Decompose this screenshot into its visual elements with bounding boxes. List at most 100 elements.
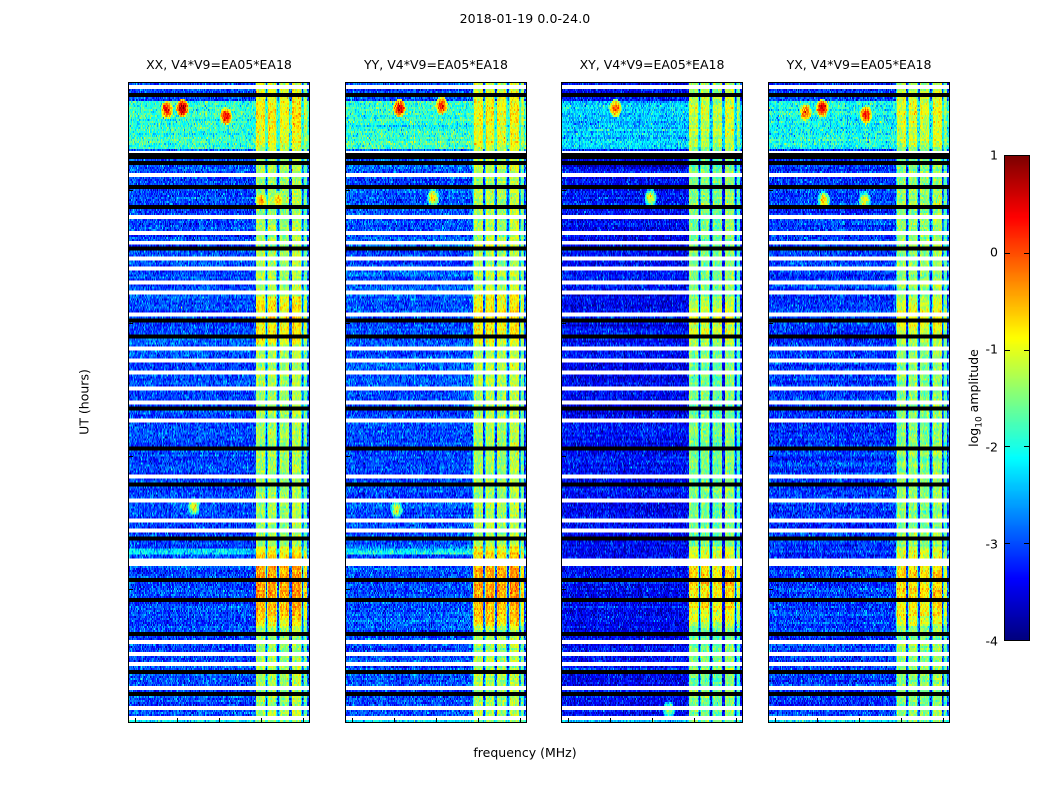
y-tick-mark-inner xyxy=(346,189,350,191)
colorbar-tick-mark xyxy=(1024,543,1029,545)
y-axis-label: UT (hours) xyxy=(76,369,92,435)
x-tick-mark xyxy=(177,722,178,723)
colorbar: 1 0 -1 -2 -3 -4 xyxy=(986,148,1030,649)
y-tick-mark-inner xyxy=(562,189,566,191)
panel-title-xy: XY, V4*V9=EA05*EA18 xyxy=(579,57,725,72)
x-tick-mark-inner xyxy=(261,718,263,722)
x-tick-mark-inner xyxy=(176,718,178,722)
x-tick-mark xyxy=(520,722,521,723)
panel-title-yy: YY, V4*V9=EA05*EA18 xyxy=(364,57,508,72)
x-tick-mark-inner xyxy=(609,718,611,722)
y-tick-mark-inner xyxy=(129,722,133,723)
panel-axes-yx: 05101520320335350365380 xyxy=(768,82,950,723)
panel-title-yx: YX, V4*V9=EA05*EA18 xyxy=(786,57,932,72)
colorbar-tick-label: 0 xyxy=(990,244,998,260)
x-tick-mark xyxy=(219,722,220,723)
colorbar-tick-mark xyxy=(1005,446,1010,448)
y-tick-mark-inner xyxy=(129,322,133,324)
x-tick-mark xyxy=(652,722,653,723)
x-tick-mark xyxy=(135,722,136,723)
x-tick-mark xyxy=(610,722,611,723)
spectrogram-yy xyxy=(346,83,526,722)
x-tick-mark xyxy=(943,722,944,723)
x-tick-mark xyxy=(694,722,695,723)
x-tick-mark-inner xyxy=(351,718,353,722)
x-tick-mark xyxy=(817,722,818,723)
colorbar-tick-mark xyxy=(1005,349,1010,351)
y-tick-mark-inner xyxy=(562,322,566,324)
x-tick-mark xyxy=(394,722,395,723)
panel-xy: XY, V4*V9=EA05*EA18 05101520320335350365… xyxy=(561,57,743,723)
y-tick-mark-inner xyxy=(562,588,566,590)
panel-axes-yy: 05101520320335350365380 xyxy=(345,82,527,723)
spectrogram-xx xyxy=(129,83,309,722)
x-tick-mark-inner xyxy=(520,718,522,722)
x-tick-mark xyxy=(303,722,304,723)
x-tick-mark xyxy=(352,722,353,723)
figure-suptitle: 2018-01-19 0.0-24.0 xyxy=(459,11,591,26)
colorbar-tick-mark xyxy=(1005,252,1010,254)
x-tick-mark-inner xyxy=(652,718,653,722)
x-axis-label: frequency (MHz) xyxy=(473,745,577,760)
spectrogram-yx xyxy=(769,83,949,722)
panel-title-xx: XX, V4*V9=EA05*EA18 xyxy=(146,57,292,72)
colorbar-tick-label: -1 xyxy=(985,341,998,357)
x-tick-mark-inner xyxy=(478,718,480,722)
x-tick-mark-inner xyxy=(393,718,395,722)
y-tick-mark xyxy=(561,722,562,723)
x-tick-mark-inner xyxy=(816,718,818,722)
x-tick-mark xyxy=(736,722,737,723)
panel-yx: YX, V4*V9=EA05*EA18 05101520320335350365… xyxy=(768,57,950,723)
x-tick-mark-inner xyxy=(774,718,776,722)
y-tick-mark-inner xyxy=(129,189,133,191)
panel-xx: XX, V4*V9=EA05*EA18 05101520320335350365… xyxy=(128,57,310,723)
colorbar-tick-mark xyxy=(1024,252,1029,254)
colorbar-tick-label: -4 xyxy=(985,633,998,649)
panel-axes-xy: 05101520320335350365380 xyxy=(561,82,743,723)
x-tick-mark-inner xyxy=(303,718,305,722)
y-tick-mark-inner xyxy=(769,322,773,324)
colorbar-label-tail: amplitude xyxy=(965,349,981,417)
y-tick-mark xyxy=(128,722,129,723)
y-tick-mark-inner xyxy=(769,189,773,191)
y-tick-mark-inner xyxy=(769,722,773,723)
x-tick-mark xyxy=(859,722,860,723)
y-tick-mark-inner xyxy=(346,588,350,590)
x-tick-mark xyxy=(901,722,902,723)
colorbar-label-sub: 10 xyxy=(974,416,985,428)
colorbar-label-main: log xyxy=(965,427,981,447)
x-tick-mark xyxy=(261,722,262,723)
y-tick-mark-inner xyxy=(562,722,566,723)
y-tick-mark-inner xyxy=(346,455,350,457)
colorbar-label: log10 amplitude xyxy=(966,349,985,447)
colorbar-tick-mark xyxy=(1005,543,1010,545)
x-tick-mark-inner xyxy=(943,718,945,722)
colorbar-tick-mark xyxy=(1024,349,1029,351)
colorbar-tick-mark xyxy=(1024,446,1029,448)
x-tick-mark xyxy=(478,722,479,723)
y-tick-mark xyxy=(345,722,346,723)
x-tick-mark-inner xyxy=(567,718,569,722)
y-tick-mark-inner xyxy=(129,588,133,590)
y-tick-mark xyxy=(768,722,769,723)
x-tick-mark-inner xyxy=(901,718,903,722)
colorbar-tick-label: -3 xyxy=(985,536,998,552)
x-tick-mark-inner xyxy=(219,718,220,722)
x-tick-mark-inner xyxy=(859,718,860,722)
y-tick-mark-inner xyxy=(769,588,773,590)
x-tick-mark-inner xyxy=(134,718,136,722)
x-tick-mark-inner xyxy=(694,718,696,722)
panel-axes-xx: 05101520320335350365380 xyxy=(128,82,310,723)
colorbar-gradient xyxy=(1004,155,1030,641)
y-tick-mark-inner xyxy=(129,455,133,457)
y-tick-mark-inner xyxy=(346,322,350,324)
x-tick-mark xyxy=(568,722,569,723)
x-tick-mark-inner xyxy=(736,718,738,722)
colorbar-tick-label: 1 xyxy=(990,147,998,163)
y-tick-mark-inner xyxy=(346,722,350,723)
colorbar-tick-label: -2 xyxy=(985,439,998,455)
x-tick-mark xyxy=(436,722,437,723)
x-tick-mark-inner xyxy=(436,718,437,722)
y-tick-mark-inner xyxy=(769,455,773,457)
